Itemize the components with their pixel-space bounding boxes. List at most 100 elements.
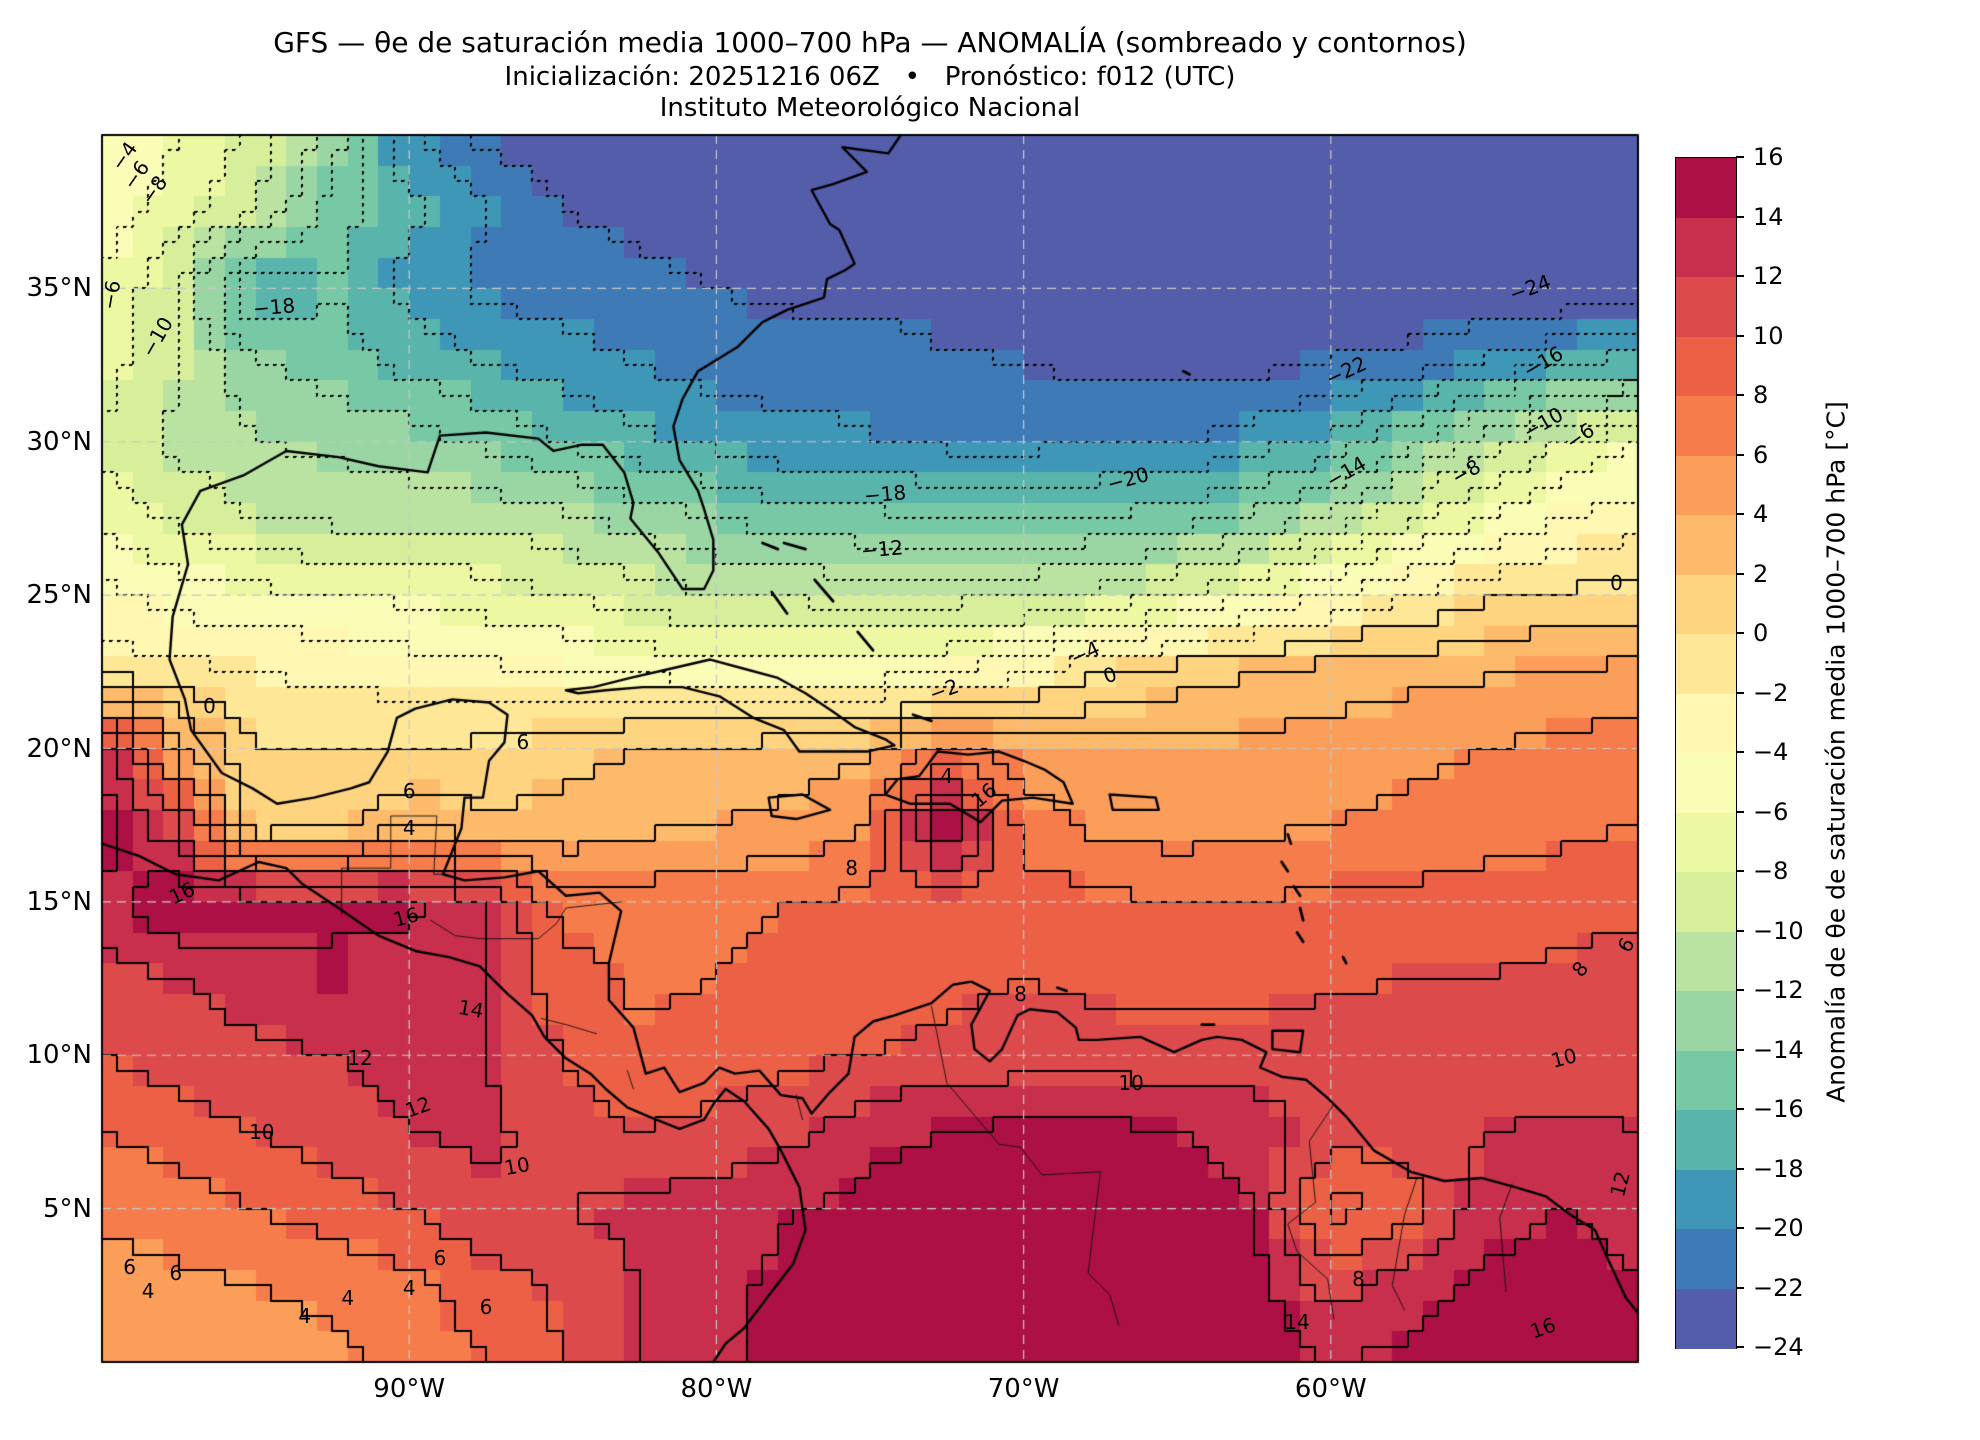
x-tick-label: 70°W	[987, 1374, 1060, 1404]
colorbar-tick	[1736, 1346, 1744, 1348]
x-tick-label: 90°W	[373, 1374, 446, 1404]
contour-label: 10	[1548, 1043, 1580, 1074]
chart-title: GFS — θe de saturación media 1000–700 hP…	[273, 26, 1467, 59]
contour-label: 6	[433, 1245, 447, 1270]
colorbar	[1675, 157, 1737, 1349]
colorbar-segment	[1676, 1229, 1736, 1289]
contour-label: 4	[298, 1303, 312, 1328]
contour-label: 6	[169, 1261, 183, 1286]
y-tick-label: 20°N	[26, 733, 92, 764]
chart-subtitle: Inicialización: 20251216 06Z • Pronóstic…	[504, 62, 1236, 92]
y-tick-label: 15°N	[26, 886, 92, 917]
colorbar-tick	[1736, 334, 1744, 337]
colorbar-segment	[1676, 515, 1736, 575]
colorbar-segment	[1676, 931, 1736, 992]
colorbar-tick-label: −10	[1753, 916, 1804, 945]
colorbar-segment	[1676, 753, 1736, 813]
colorbar-tick-label: 4	[1753, 500, 1769, 528]
contour-label: 8	[845, 856, 858, 881]
colorbar-tick	[1736, 810, 1744, 813]
colorbar-tick	[1736, 156, 1744, 158]
colorbar-tick-label: 8	[1753, 381, 1769, 409]
contour-label: 14	[456, 995, 486, 1024]
colorbar-segment	[1676, 812, 1736, 873]
colorbar-tick-label: −14	[1753, 1035, 1804, 1064]
colorbar-tick	[1736, 1286, 1744, 1289]
y-tick-label: 5°N	[43, 1193, 92, 1224]
contour-label: 8	[1352, 1267, 1365, 1292]
colorbar-tick	[1736, 513, 1744, 515]
contour-label: 6	[479, 1294, 493, 1319]
colorbar-tick	[1736, 215, 1744, 218]
colorbar-label: Anomalía de θe de saturación media 1000–…	[1821, 401, 1851, 1103]
colorbar-tick-label: −24	[1753, 1333, 1804, 1361]
colorbar-tick-label: 10	[1753, 321, 1784, 350]
colorbar-tick	[1736, 394, 1744, 396]
contour-label: 4	[402, 816, 416, 841]
colorbar-tick-label: −18	[1753, 1154, 1804, 1183]
colorbar-tick-label: −6	[1753, 797, 1789, 826]
contour-label: 6	[516, 730, 530, 755]
contour-label: 6	[402, 779, 416, 804]
colorbar-segment	[1676, 1288, 1736, 1349]
colorbar-tick	[1736, 572, 1744, 575]
colorbar-tick-label: −16	[1753, 1095, 1804, 1123]
contour-label: −6	[96, 277, 126, 312]
colorbar-segment	[1676, 217, 1736, 278]
colorbar-tick	[1736, 1108, 1744, 1110]
contour-label: 16	[390, 902, 422, 933]
y-tick-label: 10°N	[26, 1040, 92, 1071]
contour-label: 10	[1118, 1070, 1144, 1095]
contour-label: 4	[940, 764, 954, 789]
contour-label: 0	[1610, 570, 1623, 595]
contour-label: −12	[860, 535, 905, 563]
colorbar-tick-label: 16	[1753, 143, 1784, 171]
x-tick-label: 60°W	[1294, 1374, 1367, 1404]
colorbar-segment	[1676, 336, 1736, 397]
colorbar-tick	[1736, 929, 1744, 932]
colorbar-tick	[1736, 751, 1744, 753]
contour-label: 8	[1014, 981, 1027, 1006]
x-tick-label: 80°W	[680, 1374, 753, 1404]
colorbar-tick-label: 12	[1753, 262, 1784, 290]
contour-label: 4	[341, 1285, 355, 1310]
colorbar-segment	[1676, 991, 1736, 1051]
chart-institution: Instituto Meteorológico Nacional	[659, 93, 1081, 123]
colorbar-segment	[1676, 693, 1736, 754]
contour-label: 12	[1604, 1168, 1635, 1200]
colorbar-tick-label: 2	[1753, 559, 1769, 588]
contour-label: −18	[863, 480, 908, 508]
colorbar-tick-label: −8	[1753, 857, 1789, 885]
colorbar-tick	[1736, 453, 1744, 456]
colorbar-segment	[1676, 158, 1736, 218]
contour-label: 6	[123, 1254, 137, 1279]
colorbar-segment	[1676, 396, 1736, 456]
colorbar-segment	[1676, 574, 1736, 635]
colorbar-tick	[1736, 632, 1744, 634]
colorbar-segment	[1676, 634, 1736, 694]
colorbar-segment	[1676, 872, 1736, 932]
contour-label: 12	[347, 1046, 373, 1071]
colorbar-tick	[1736, 989, 1744, 991]
colorbar-segment	[1676, 1169, 1736, 1230]
colorbar-tick	[1736, 1048, 1744, 1051]
colorbar-tick-label: −4	[1753, 738, 1789, 766]
colorbar-segment	[1676, 277, 1736, 337]
contour-label: 4	[402, 1276, 416, 1301]
contour-label: 14	[1284, 1310, 1310, 1335]
contour-label: −18	[251, 292, 297, 321]
y-tick-label: 25°N	[26, 580, 92, 611]
contour-label: 0	[203, 693, 216, 718]
colorbar-segment	[1676, 1050, 1736, 1111]
colorbar-tick-label: −22	[1753, 1273, 1804, 1302]
colorbar-tick-label: 14	[1753, 202, 1784, 231]
contour-label: 4	[141, 1279, 155, 1304]
colorbar-tick	[1736, 1167, 1744, 1170]
colorbar-tick-label: −12	[1753, 976, 1804, 1004]
colorbar-tick	[1736, 870, 1744, 872]
colorbar-segment	[1676, 455, 1736, 516]
contour-label: 10	[502, 1151, 532, 1180]
contour-label: 10	[249, 1119, 275, 1144]
